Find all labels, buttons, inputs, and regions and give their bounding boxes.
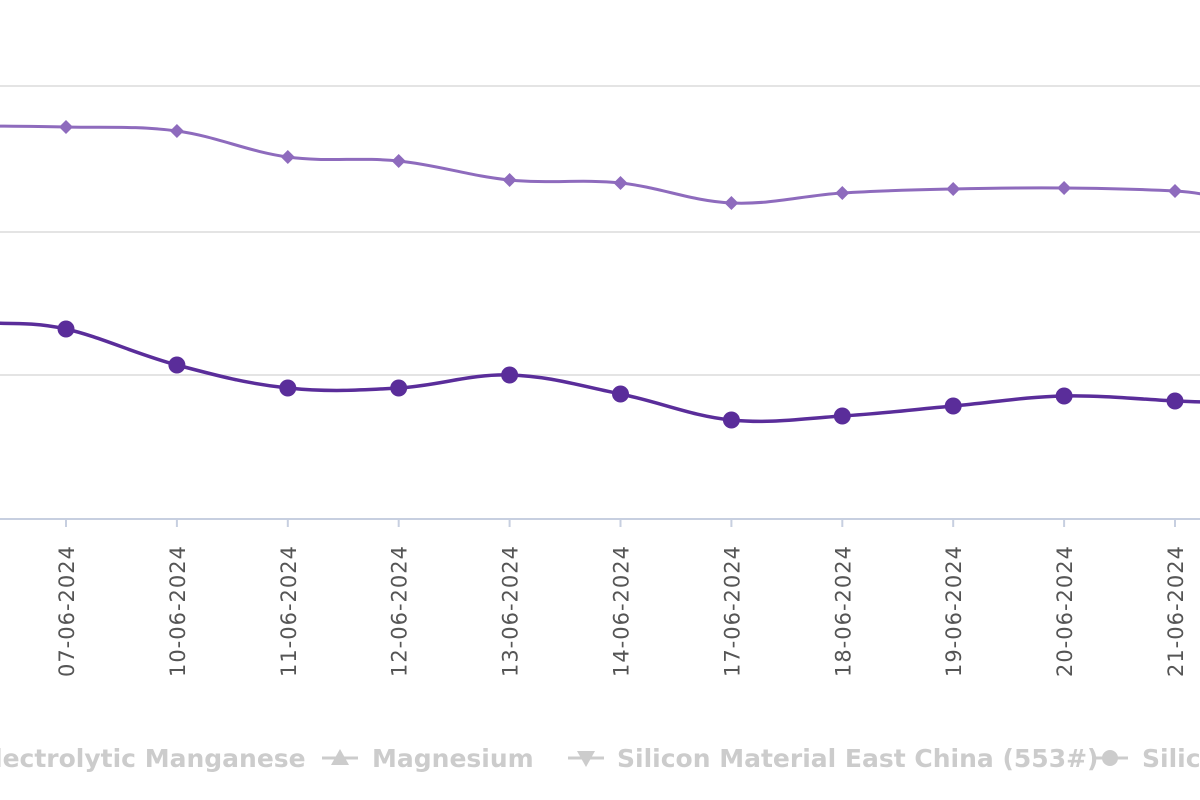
x-tick-label: 17-06-2024	[720, 545, 744, 677]
x-tick-label: 10-06-2024	[166, 545, 190, 677]
data-point-diamond[interactable]	[169, 124, 184, 138]
data-point-circle[interactable]	[944, 397, 962, 415]
legend-item-silicon-553[interactable]: Silicon Material East China (553#)	[617, 744, 1098, 773]
series-lower	[0, 320, 1200, 429]
x-tick-label: 19-06-2024	[942, 545, 966, 677]
data-point-circle[interactable]	[1166, 392, 1184, 410]
x-tick-label: 14-06-2024	[610, 545, 634, 677]
legend-item-silicon[interactable]: Silico	[1142, 744, 1200, 773]
data-point-circle[interactable]	[1055, 387, 1073, 405]
triangle-up-icon	[331, 749, 349, 765]
x-axis: 07-06-2024 10-06-2024 11-06-2024 12-06-2024…	[55, 519, 1188, 677]
x-tick-label: 18-06-2024	[831, 545, 855, 677]
x-tick-label: 11-06-2024	[277, 545, 301, 677]
x-tick-label: 12-06-2024	[388, 545, 412, 677]
data-point-circle[interactable]	[501, 366, 519, 384]
data-point-diamond[interactable]	[946, 182, 961, 196]
data-point-diamond[interactable]	[280, 150, 295, 164]
series-layer	[0, 120, 1200, 429]
data-point-circle[interactable]	[722, 411, 740, 429]
data-point-circle[interactable]	[279, 379, 297, 397]
series-upper	[0, 120, 1200, 210]
data-point-circle[interactable]	[390, 379, 408, 397]
circle-icon	[1102, 750, 1118, 766]
data-point-diamond[interactable]	[391, 154, 406, 168]
legend-item-magnesium[interactable]: Magnesium	[372, 744, 534, 773]
data-point-circle[interactable]	[612, 385, 629, 403]
data-point-circle[interactable]	[57, 320, 75, 338]
data-point-diamond[interactable]	[59, 120, 73, 134]
x-tick-label: 07-06-2024	[55, 545, 79, 677]
data-point-diamond[interactable]	[502, 173, 517, 187]
legend: lectrolytic Manganese Magnesium Silicon Ma…	[0, 744, 1200, 773]
x-tick-label: 20-06-2024	[1053, 545, 1077, 677]
legend-item-electrolytic-manganese[interactable]: lectrolytic Manganese	[0, 744, 306, 773]
data-point-diamond[interactable]	[1168, 184, 1182, 198]
grid-lines	[0, 85, 1200, 520]
data-point-diamond[interactable]	[724, 196, 739, 210]
data-point-diamond[interactable]	[1057, 181, 1072, 195]
data-point-diamond[interactable]	[613, 176, 628, 190]
triangle-down-icon	[577, 751, 595, 767]
data-point-circle[interactable]	[833, 407, 851, 425]
x-tick-label: 21-06-2024	[1164, 545, 1188, 677]
x-tick-label: 13-06-2024	[499, 545, 523, 677]
data-point-diamond[interactable]	[835, 186, 850, 200]
series-line	[0, 124, 1200, 205]
data-point-circle[interactable]	[168, 356, 186, 374]
